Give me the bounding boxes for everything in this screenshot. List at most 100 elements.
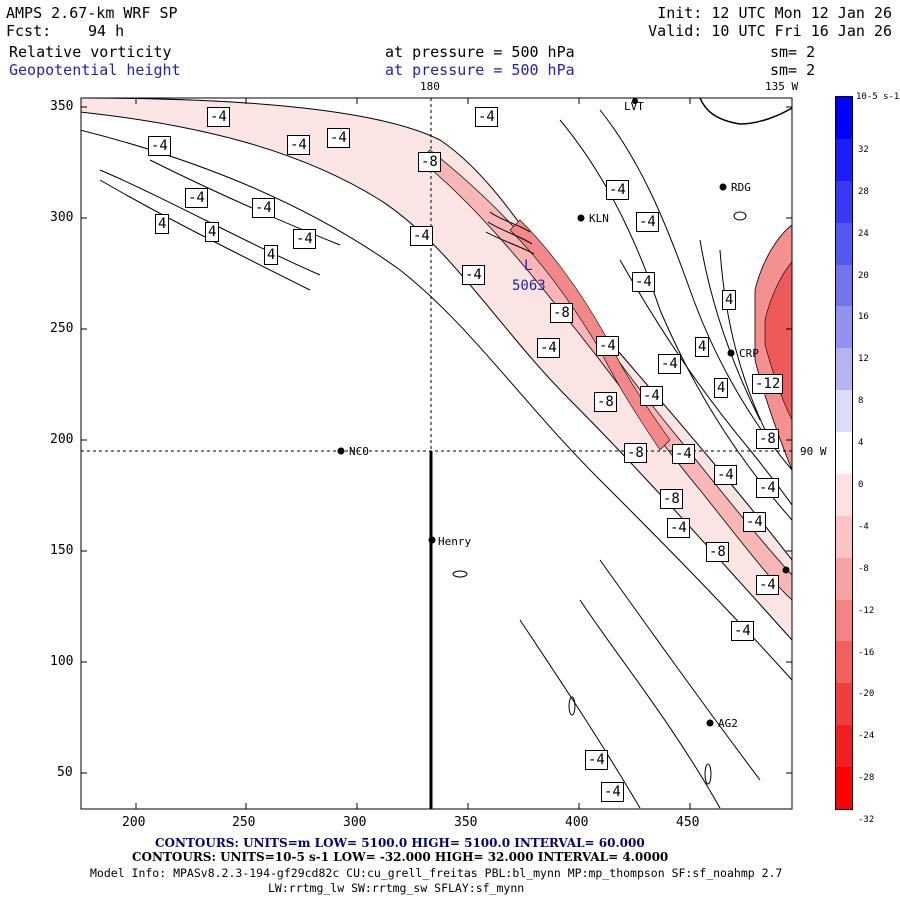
- contour-label: -4: [658, 354, 681, 374]
- contour-line: [81, 129, 792, 681]
- colorbar-tick-label: -24: [858, 731, 875, 742]
- field-1-name: Relative vorticity: [9, 43, 172, 61]
- station-marker-crp: [727, 349, 735, 357]
- lon-label-90w: 90 W: [800, 445, 827, 458]
- contour-label: -4: [585, 750, 608, 770]
- colorbar-segment: [836, 432, 852, 474]
- x-tick-label: 350: [454, 815, 478, 830]
- forecast-label: Fcst:: [6, 22, 52, 40]
- station-marker-rdg: [719, 183, 727, 191]
- colorbar-tick-label: 0: [858, 480, 864, 490]
- valid-time: Valid: 10 UTC Fri 16 Jan 26: [648, 22, 892, 40]
- contour-label: -8: [594, 392, 617, 412]
- contour-label: 4: [155, 214, 170, 234]
- contour-label: 4: [695, 337, 710, 357]
- contour-label: 4: [205, 222, 220, 242]
- plot-title: AMPS 2.67-km WRF SP: [6, 4, 178, 22]
- station-marker-ag2: [706, 719, 714, 727]
- colorbar-tick-label: -20: [858, 689, 875, 700]
- contour-label: -4: [148, 136, 171, 156]
- colorbar-tick-label: 8: [858, 396, 864, 407]
- colorbar-tick-label: 32: [858, 144, 869, 155]
- contour-label: -4: [475, 107, 498, 127]
- lon-label-135w: 135 W: [765, 80, 799, 93]
- colorbar-segment: [836, 725, 852, 767]
- station-label-henry: Henry: [438, 535, 472, 548]
- colorbar-tick-label: -28: [858, 773, 875, 784]
- colorbar-segment: [836, 138, 852, 181]
- colorbar-segment: [836, 557, 852, 600]
- colorbar-segment: [836, 348, 852, 391]
- contour-label: -4: [640, 386, 663, 406]
- y-tick-label: 300: [50, 210, 74, 225]
- footer-vorticity-contours: CONTOURS: UNITS=10-5 s-1 LOW= -32.000 HI…: [132, 850, 669, 864]
- field-1-pressure: at pressure = 500 hPa: [385, 43, 575, 61]
- station-marker-east: [782, 566, 790, 574]
- vorticity-band-outer: [81, 98, 792, 641]
- x-tick-label: 300: [343, 815, 367, 830]
- station-marker-lvt: [632, 98, 638, 104]
- contour-label: -4: [287, 135, 310, 155]
- footer-physics-info: LW:rrtmg_lw SW:rrtmg_sw SFLAY:sf_mynn: [268, 881, 525, 895]
- colorbar-labels: 32 28 24 20 16 12 8 4 0 -4 -8 -12 -16 -20 -24 -28 -32: [856, 96, 896, 825]
- height-low-value: 5063: [512, 278, 546, 294]
- station-marker-kln: [577, 214, 585, 222]
- init-time: Init: 12 UTC Mon 12 Jan 26: [657, 4, 892, 22]
- contour-line: [704, 763, 712, 785]
- colorbar-segment: [836, 264, 852, 307]
- contour-line: [485, 211, 535, 255]
- contour-label: -4: [714, 465, 737, 485]
- contour-label: -4: [606, 180, 629, 200]
- contour-label: -4: [462, 265, 485, 285]
- contour-label: 4: [264, 245, 279, 265]
- contour-label: -4: [672, 444, 695, 464]
- footer-height-contours: CONTOURS: UNITS=m LOW= 5100.0 HIGH= 5100…: [155, 836, 645, 850]
- colorbar-segment: [836, 767, 852, 809]
- contour-line: [599, 559, 761, 781]
- contour-label: -4: [756, 575, 779, 595]
- colorbar: [835, 96, 853, 810]
- colorbar-tick-label: 16: [858, 312, 869, 323]
- contour-label: -4: [537, 338, 560, 358]
- footer-model-info: Model Info: MPASv8.2.3-194-gf29cd82c CU:…: [90, 866, 783, 880]
- colorbar-tick-label: -32: [858, 815, 875, 826]
- colorbar-segment: [836, 515, 852, 558]
- contour-label: 4: [722, 290, 737, 310]
- contour-line: [719, 249, 771, 441]
- contour-label: -8: [706, 542, 729, 562]
- colorbar-segment: [836, 97, 852, 139]
- contour-label: -4: [756, 478, 779, 498]
- height-low-marker: L: [524, 258, 533, 274]
- station-label-rdg: RDG: [731, 181, 751, 194]
- field-1-smoothing: sm= 2: [770, 43, 816, 61]
- colorbar-segment: [836, 180, 852, 223]
- contour-label: -4: [327, 128, 350, 148]
- contour-line: [733, 211, 747, 221]
- contour-label: -4: [636, 212, 659, 232]
- y-tick-label: 250: [50, 321, 74, 336]
- contour-label: -8: [624, 443, 647, 463]
- contour-line: [452, 570, 468, 578]
- colorbar-segment: [836, 599, 852, 642]
- station-marker-nco: [337, 447, 345, 455]
- contour-label: -8: [756, 429, 779, 449]
- contour-line: [579, 599, 721, 809]
- contour-line: [519, 619, 641, 809]
- colorbar-unit-text: 10-5 s-1: [856, 92, 900, 102]
- colorbar-unit: 10-5 s-1: [856, 92, 899, 102]
- colorbar-segment: [836, 641, 852, 684]
- station-marker-henry: [428, 536, 436, 544]
- contour-line: [568, 696, 576, 716]
- contour-line: [699, 98, 792, 125]
- contour-label: -4: [743, 512, 766, 532]
- contour-label: -8: [660, 489, 683, 509]
- contour-label: -4: [601, 782, 624, 802]
- contour-line: [99, 169, 321, 276]
- contour-line: [559, 119, 792, 521]
- x-tick-label: 400: [565, 815, 589, 830]
- contour-label: -4: [632, 272, 655, 292]
- contour-label: -8: [418, 152, 441, 172]
- contour-label: -4: [207, 107, 230, 127]
- vorticity-east-core: [764, 261, 792, 421]
